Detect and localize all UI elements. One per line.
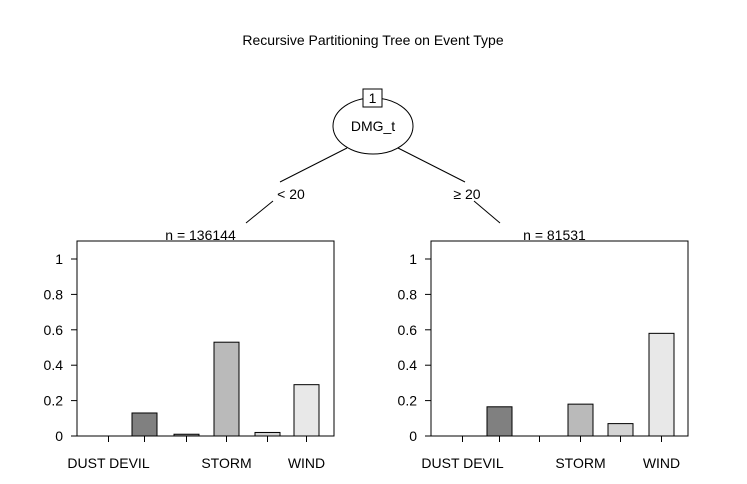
bar (567, 403, 594, 437)
node-count-label: n = 81531 (523, 227, 586, 243)
x-tick-label: STORM (201, 455, 251, 471)
terminal-node-right: n = 81531 0 0.2 0.4 0.6 0.8 1 DUST DEVIL STORM WI… (398, 227, 689, 471)
plot-frame (430, 240, 689, 437)
edge-label-right: ≥ 20 (453, 186, 480, 202)
edge-left-upper (279, 147, 348, 183)
y-tick-label: 0.8 (398, 286, 418, 302)
y-tick-label: 0.2 (398, 393, 418, 409)
y-tick-label: 0.4 (44, 357, 64, 373)
bar (607, 423, 634, 437)
x-tick-label: WIND (643, 455, 680, 471)
bar (648, 332, 675, 437)
x-tick-label: DUST DEVIL (421, 455, 503, 471)
y-tick-label: 0.6 (398, 322, 418, 338)
x-tick-label: WIND (288, 455, 325, 471)
edge-right-lower (473, 200, 501, 224)
x-tick-label: STORM (555, 455, 605, 471)
y-tick-label: 0.4 (398, 357, 418, 373)
root-node-id-box (362, 88, 383, 108)
y-tick-label: 0 (409, 428, 417, 444)
y-tick-label: 0 (55, 428, 63, 444)
y-tick-label: 0.6 (44, 322, 64, 338)
root-node-variable: DMG_t (351, 118, 395, 134)
edge-left-lower (245, 200, 274, 224)
bar (213, 341, 240, 437)
figure-title: Recursive Partitioning Tree on Event Typ… (242, 32, 503, 48)
bar (254, 431, 281, 437)
x-tick-label: DUST DEVIL (67, 455, 149, 471)
y-tick-label: 0.2 (44, 393, 64, 409)
bar (173, 433, 200, 437)
y-tick-label: 1 (55, 251, 63, 267)
bar (131, 412, 158, 437)
terminal-node-left: n = 136144 0 0.2 0.4 0.6 0.8 1 DUST DEVIL STORM W… (44, 227, 335, 471)
root-node-id: 1 (369, 90, 377, 106)
edge-label-left: < 20 (277, 186, 305, 202)
y-tick-label: 0.8 (44, 286, 64, 302)
bar (293, 384, 320, 437)
y-tick-label: 1 (409, 251, 417, 267)
bar (486, 406, 513, 437)
plot-frame (76, 240, 335, 437)
node-count-label: n = 136144 (165, 227, 236, 243)
edge-right-upper (397, 147, 466, 183)
